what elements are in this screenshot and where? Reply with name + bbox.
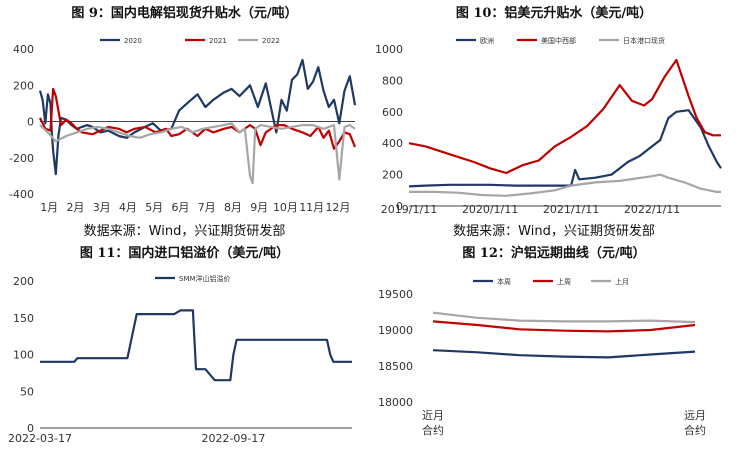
y-tick-label: 200: [13, 275, 34, 288]
series-line: [409, 173, 721, 197]
chart-10: 0 200 400 600 800 1000 2019/1/11 2020/1/11 2021/…: [375, 36, 722, 216]
series-line: [432, 311, 696, 324]
source-note-left: 数据来源：Wind，兴证期货研发部: [83, 224, 286, 239]
legend-label: 欧洲: [480, 36, 494, 45]
legend-label: 2021: [209, 37, 227, 45]
series-line: [408, 58, 721, 175]
x-tick-label: 8月: [224, 201, 242, 214]
chart-title-12: 图 12：沪铝远期曲线（元/吨）: [462, 246, 646, 261]
y-tick-label: 100: [13, 349, 34, 362]
legend-label: 2020: [124, 37, 142, 45]
x-tick-label: 2022-09-17: [201, 432, 265, 445]
x-tick-label: 12月: [325, 201, 350, 214]
y-tick-label: 400: [382, 137, 403, 150]
x-tick-label: 11月: [299, 201, 324, 214]
x-tick-label: 3月: [93, 201, 111, 214]
chart-title-10: 图 10：铝美元升贴水（美元/吨）: [455, 6, 653, 21]
y-tick-label: 150: [13, 312, 34, 325]
y-tick-label: 0: [27, 116, 34, 129]
legend-label: 美国中西部: [541, 36, 576, 45]
series-line: [38, 58, 357, 176]
x-tick-label: 远月: [684, 409, 706, 422]
y-tick-label: 200: [13, 79, 34, 92]
series-line: [432, 349, 696, 359]
x-tick-label: 9月: [250, 201, 268, 214]
x-tick-label: 2020/1/11: [462, 203, 518, 216]
y-tick-label: 1000: [375, 43, 403, 56]
y-tick-label: -200: [9, 152, 34, 165]
x-tick-label: 4月: [119, 201, 137, 214]
y-tick-label: 0: [396, 200, 403, 213]
x-tick-label: 合约: [422, 423, 444, 437]
x-tick-label: 1月: [40, 201, 58, 214]
y-tick-label: 18500: [378, 360, 413, 373]
legend-label: SMM洋山铝溢价: [179, 274, 231, 283]
chart-9: -400 -200 0 200 400 1月 2月 3月 4月 5月 6月 7月 8月 9月 10月 11月 1…: [9, 37, 357, 214]
y-tick-label: 600: [382, 106, 403, 119]
series-line: [432, 320, 696, 333]
x-tick-label: 2021/1/11: [543, 203, 599, 216]
y-tick-label: 19000: [378, 324, 413, 337]
y-tick-label: 800: [382, 74, 403, 87]
y-tick-label: -400: [9, 188, 34, 201]
y-tick-label: 200: [382, 169, 403, 182]
legend-label: 2022: [262, 37, 280, 45]
chart-11: 0 50 100 150 200 2022-03-17 2022-09-17 SMM洋山铝溢价: [8, 274, 352, 445]
y-tick-label: 0: [27, 422, 34, 435]
legend-label: 上月: [615, 277, 629, 286]
series-line: [39, 87, 357, 150]
legend-label: 上周: [557, 277, 571, 286]
x-tick-label: 6月: [171, 201, 189, 214]
y-tick-label: 400: [13, 43, 34, 56]
x-tick-label: 5月: [145, 201, 163, 214]
series-line: [39, 122, 356, 185]
source-note-right: 数据来源：Wind，兴证期货研发部: [453, 224, 655, 239]
chart-title-9: 图 9：国内电解铝现货升贴水（元/吨）: [71, 6, 298, 21]
series-line: [40, 309, 352, 382]
x-tick-label: 10月: [273, 201, 298, 214]
x-tick-label: 2022-03-17: [8, 432, 72, 445]
y-tick-label: 19500: [378, 288, 413, 301]
x-tick-label: 近月: [422, 409, 444, 422]
legend-label: 本周: [497, 277, 511, 286]
x-tick-label: 合约: [684, 423, 706, 437]
x-tick-label: 2019/1/11: [381, 203, 437, 216]
series-line: [408, 109, 722, 188]
y-tick-label: 18000: [378, 396, 413, 409]
x-tick-label: 7月: [198, 201, 216, 214]
y-tick-label: 50: [20, 385, 34, 398]
x-tick-label: 2月: [66, 201, 84, 214]
x-tick-label: 2022/1/11: [624, 203, 680, 216]
chart-title-11: 图 11：国内进口铝溢价（美元/吨）: [79, 246, 290, 261]
legend-label: 日本港口现货: [623, 36, 665, 45]
